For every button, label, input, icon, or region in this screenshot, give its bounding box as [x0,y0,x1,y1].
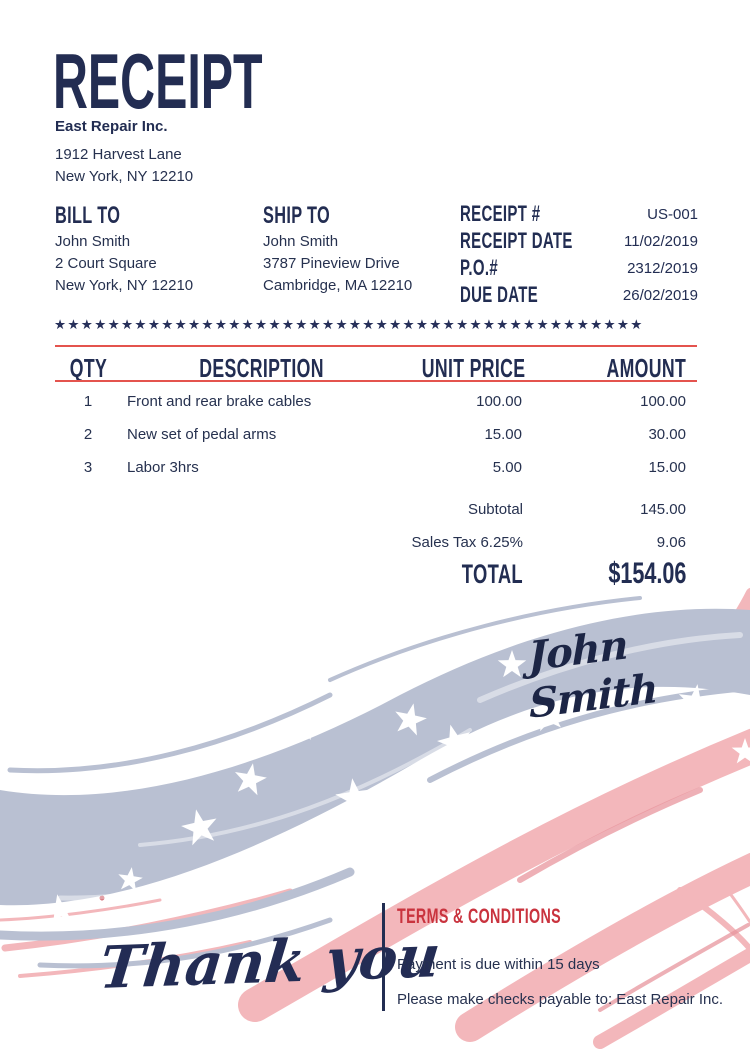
item-row-unit-price: 15.00 [484,426,522,443]
item-row-unit-price: 100.00 [476,393,522,410]
bill-to-line: John Smith [55,233,131,250]
column-header-amount: AMOUNT [606,353,686,383]
receipt-number-label: RECEIPT # [460,201,541,226]
ship-to-line: John Smith [263,233,339,250]
item-row-unit-price: 5.00 [492,459,522,476]
star-divider: ★★★★★★★★★★★★★★★★★★★★★★★★★★★★★★★★★★★★★★★★… [54,317,644,332]
company-address-line1: 1912 Harvest Lane [55,146,182,163]
subtotal-label: Subtotal [467,501,523,518]
due-date-value: 26/02/2019 [622,287,698,304]
ship-to-address: John Smith 3787 Pineview Drive Cambridge… [263,231,412,297]
column-header-qty: QTY [69,353,107,383]
ship-to-line: Cambridge, MA 12210 [263,277,413,294]
terms-line: Payment is due within 15 days [397,956,600,973]
item-row-qty: 2 [83,426,93,443]
ship-to-line: 3787 Pineview Drive [263,255,400,272]
table-top-rule [55,345,697,347]
flag-blue-band [0,596,750,969]
flag-stripe-accents [517,787,750,1012]
bill-to-label: BILL TO [55,202,121,229]
receipt-number-value: US-001 [647,206,698,223]
item-row-qty: 1 [83,393,93,410]
company-name: East Repair Inc. [55,118,168,135]
column-header-description: DESCRIPTION [199,353,325,383]
total-label: TOTAL [461,559,523,589]
item-row-amount: 30.00 [648,426,686,443]
item-row-amount: 15.00 [648,459,686,476]
flag-paint-speck [99,895,105,901]
receipt-date-label: RECEIPT DATE [460,228,573,253]
column-header-unit-price: UNIT PRICE [421,353,525,383]
total-value: $154.06 [607,557,686,590]
due-date-label: DUE DATE [460,282,539,307]
thank-you-text: Thank you [96,921,444,1003]
receipt-date-value: 11/02/2019 [624,233,698,250]
company-address-line2: New York, NY 12210 [55,168,194,185]
sales-tax-label: Sales Tax 6.25% [411,534,523,551]
table-header-rule [55,380,697,382]
bill-to-line: 2 Court Square [55,255,157,272]
item-row-qty: 3 [83,459,93,476]
item-row-description: Front and rear brake cables [127,393,312,410]
sales-tax-value: 9.06 [656,534,686,551]
item-row-description: New set of pedal arms [127,426,277,443]
bill-to-line: New York, NY 12210 [55,277,194,294]
terms-title: TERMS & CONDITIONS [397,905,561,928]
po-number-value: 2312/2019 [627,260,698,277]
item-row-amount: 100.00 [640,393,686,410]
po-number-label: P.O.# [460,255,499,280]
item-row-description: Labor 3hrs [127,459,199,476]
page-title: RECEIPT [53,37,263,125]
terms-line: Please make checks payable to: East Repa… [397,991,724,1008]
ship-to-label: SHIP TO [263,202,331,229]
footer-divider-line [382,903,385,1011]
flag-brush-artwork [0,587,750,1049]
subtotal-value: 145.00 [640,501,686,518]
bill-to-address: John Smith 2 Court Square New York, NY 1… [55,231,193,297]
